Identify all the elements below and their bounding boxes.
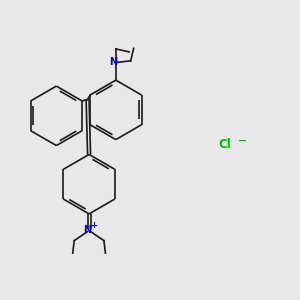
Text: Cl: Cl (218, 138, 231, 151)
Text: +: + (90, 221, 97, 230)
Text: N: N (110, 57, 118, 67)
Text: −: − (238, 136, 247, 146)
Text: N: N (83, 225, 92, 235)
